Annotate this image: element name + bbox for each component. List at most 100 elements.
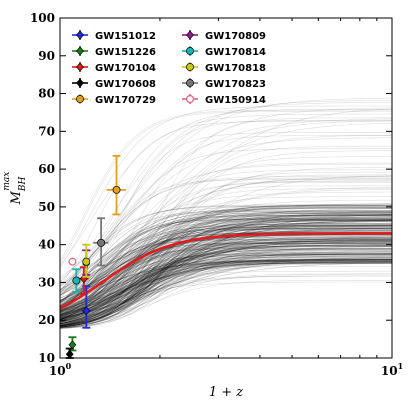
band-curve: [59, 188, 392, 325]
band-curve: [59, 225, 392, 327]
point-marker: [76, 95, 84, 103]
y-axis-label: MBH max: [2, 172, 28, 206]
band-curve: [59, 220, 392, 321]
band-curve: [59, 241, 392, 326]
band-curve: [59, 227, 393, 312]
band-curve: [59, 137, 392, 287]
band-curve: [59, 219, 392, 302]
band-curve: [59, 204, 392, 328]
band-curve: [59, 235, 392, 324]
band-curve: [59, 259, 392, 328]
point-marker: [82, 257, 91, 266]
legend-label: GW170729: [95, 95, 156, 106]
band-curve: [59, 234, 392, 301]
band-curve: [59, 246, 393, 322]
band-curve: [59, 257, 392, 322]
band-curve: [59, 204, 392, 293]
band-curve: [59, 208, 392, 314]
y-tick-label: 50: [38, 200, 55, 214]
band-curve: [59, 203, 392, 311]
band-curve: [59, 108, 393, 302]
band-curve: [59, 257, 392, 319]
band-curve: [59, 225, 392, 326]
band-curve: [59, 180, 392, 327]
band-curve: [59, 210, 392, 303]
median-curve: [59, 232, 392, 310]
median-curve-group: [59, 232, 392, 310]
band-curve: [59, 228, 392, 320]
band-curve: [59, 207, 392, 320]
band-curve: [59, 105, 392, 268]
band-curve: [59, 241, 392, 324]
band-curve: [59, 118, 393, 280]
band-curve: [59, 260, 392, 318]
band-curve: [59, 210, 392, 311]
point-marker: [76, 30, 84, 40]
band-curve: [59, 243, 392, 321]
band-curve: [59, 205, 392, 286]
band-curve: [59, 239, 392, 303]
legend-entry-gw151226: GW151226: [72, 46, 156, 58]
band-curve: [59, 217, 393, 321]
band-curve: [59, 258, 392, 326]
band-curve: [59, 219, 392, 301]
band-curve: [59, 256, 392, 327]
legend-entry-gw170729: GW170729: [72, 94, 156, 106]
band-curve: [59, 205, 392, 312]
band-curve: [59, 239, 392, 328]
band-curve: [59, 259, 392, 326]
point-marker: [186, 63, 194, 71]
band-curve: [59, 117, 392, 326]
band-curve: [59, 273, 392, 329]
band-curve: [59, 275, 392, 322]
band-curve: [59, 245, 392, 310]
band-curve: [59, 166, 392, 314]
band-curve: [59, 259, 392, 320]
point-marker: [76, 62, 84, 72]
band-curve: [59, 253, 392, 325]
x-tick-label: 101: [381, 361, 403, 378]
band-curve: [59, 281, 392, 317]
band-curve: [59, 225, 392, 313]
band-curve: [59, 214, 392, 312]
band-curve: [59, 224, 392, 329]
point-gw170729: [106, 154, 126, 216]
band-curve: [59, 135, 392, 320]
band-curve: [59, 228, 392, 324]
band-curve: [59, 185, 392, 325]
band-curve: [59, 252, 392, 323]
band-curve: [59, 216, 392, 320]
band-curve: [59, 238, 392, 311]
band-curve: [59, 258, 392, 326]
band-curve: [59, 253, 392, 326]
band-curve: [59, 275, 392, 322]
band-curve: [59, 257, 392, 322]
band-curve: [59, 261, 392, 313]
band-curve: [59, 214, 392, 301]
band-curve: [59, 207, 392, 291]
band-curve: [59, 249, 392, 327]
band-curve: [59, 224, 392, 327]
point-marker: [186, 47, 194, 55]
band-curve: [59, 120, 392, 307]
band-curve: [59, 243, 392, 311]
point-gw150914: [68, 257, 77, 266]
band-curve: [59, 259, 393, 318]
band-curve: [59, 175, 392, 287]
band-curve: [59, 162, 392, 309]
band-curve: [59, 234, 392, 326]
band-curve: [59, 191, 392, 278]
band-curve: [59, 215, 392, 316]
band-curve: [59, 205, 392, 302]
band-curve: [59, 259, 392, 304]
band-curve: [59, 97, 392, 282]
band-curve: [59, 261, 392, 325]
band-curve: [59, 242, 392, 327]
band-curve: [59, 252, 392, 328]
band-curve: [59, 260, 392, 318]
legend-label: GW170104: [95, 63, 156, 74]
legend-label: GW170818: [205, 63, 266, 74]
y-axis-label-sup: max: [2, 172, 12, 191]
band-curve: [59, 245, 392, 327]
band-curve: [59, 243, 392, 312]
